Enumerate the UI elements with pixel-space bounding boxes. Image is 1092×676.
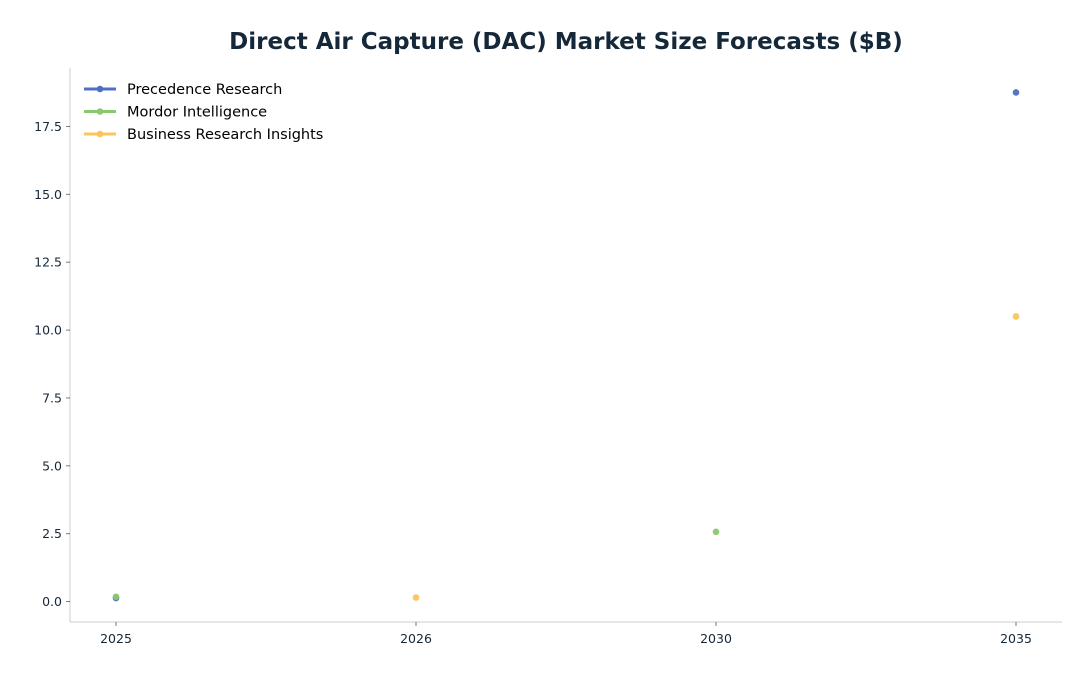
x-tick-label: 2026 — [400, 631, 432, 646]
y-tick-label: 0.0 — [42, 594, 62, 609]
chart-title: Direct Air Capture (DAC) Market Size For… — [229, 29, 903, 55]
y-tick-label: 5.0 — [42, 458, 62, 473]
data-points — [112, 89, 1020, 602]
legend-marker — [96, 130, 104, 138]
legend-label: Business Research Insights — [127, 127, 323, 143]
y-tick-label: 17.5 — [34, 119, 62, 134]
data-point — [112, 593, 120, 601]
legend-marker — [96, 108, 104, 115]
x-tick-label: 2030 — [700, 631, 732, 646]
legend: Precedence Research Mordor Intelligence Bu… — [84, 82, 323, 143]
data-point — [1012, 89, 1020, 96]
y-tick-label: 2.5 — [42, 526, 62, 541]
legend-label: Mordor Intelligence — [127, 105, 267, 121]
y-tick-label: 10.0 — [34, 323, 62, 338]
x-tick-label: 2035 — [1000, 631, 1032, 646]
data-point — [412, 594, 420, 601]
x-tick-label: 2025 — [100, 631, 132, 646]
data-point — [1012, 313, 1020, 320]
legend-label: Precedence Research — [127, 82, 282, 98]
legend-marker — [96, 85, 104, 93]
data-point — [712, 528, 720, 536]
x-axis-ticks: 2025 2026 2030 2035 — [100, 622, 1032, 646]
y-axis-ticks: 0.0 2.5 5.0 7.5 10.0 12.5 15.0 17.5 — [34, 119, 70, 609]
y-tick-label: 7.5 — [42, 390, 62, 405]
y-tick-label: 12.5 — [34, 255, 62, 270]
y-tick-label: 15.0 — [34, 187, 62, 202]
